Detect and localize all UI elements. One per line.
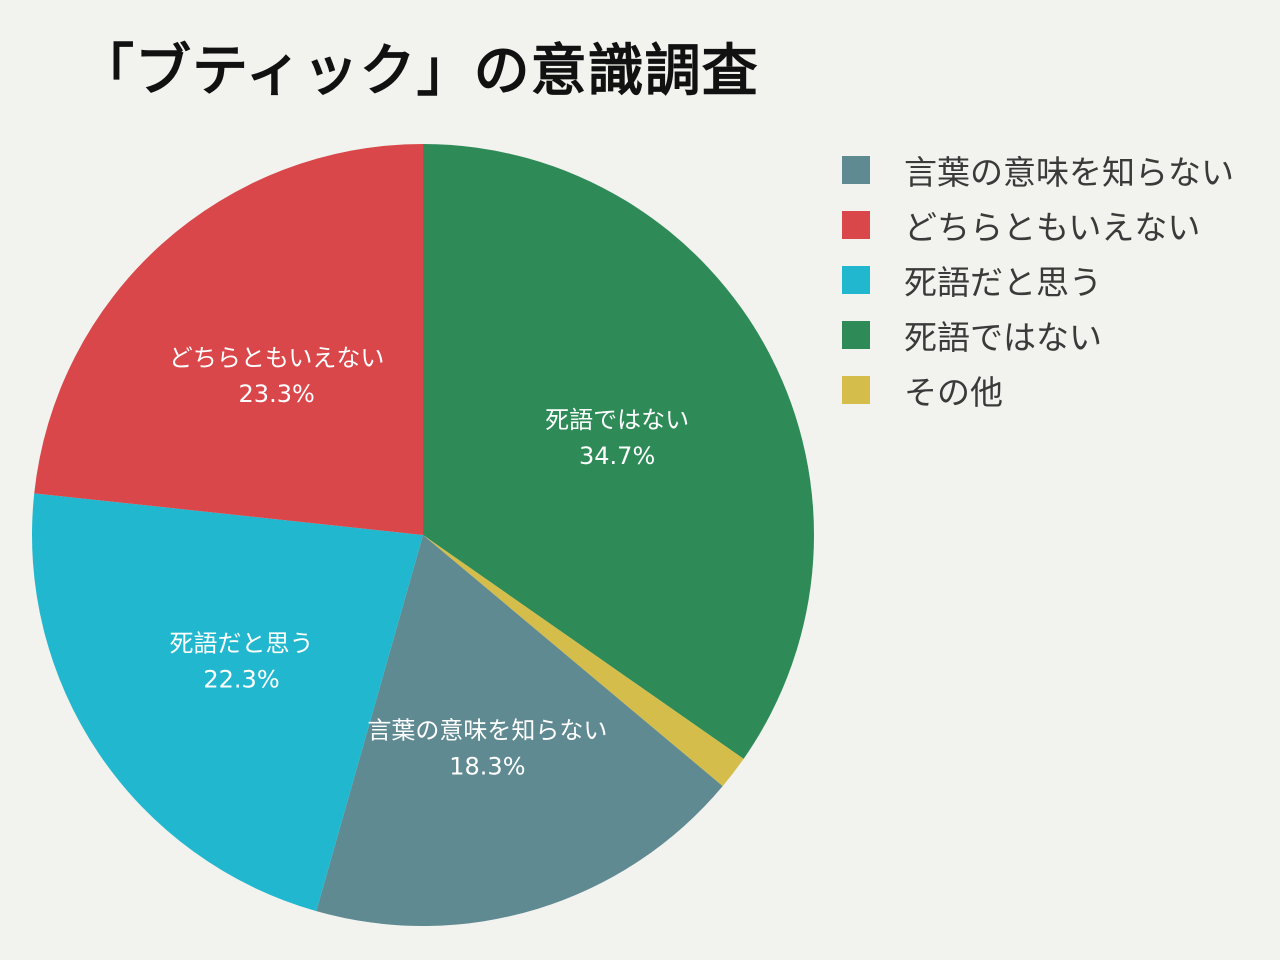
- legend-swatch: [842, 210, 870, 239]
- legend-item: 死語ではない: [842, 307, 1234, 362]
- legend-swatch: [842, 320, 870, 349]
- slice-value-label: 34.7%: [579, 442, 655, 470]
- legend-swatch: [842, 375, 870, 404]
- slice-label: 死語だと思う: [170, 630, 314, 658]
- legend-label: 死語だと思う: [904, 262, 1102, 302]
- legend-item: どちらともいえない: [842, 197, 1234, 252]
- legend-item: 言葉の意味を知らない: [842, 142, 1234, 197]
- pie-slice: [31, 493, 424, 912]
- slice-value-label: 23.3%: [239, 380, 315, 408]
- legend-swatch: [842, 155, 870, 184]
- slice-label: 言葉の意味を知らない: [367, 716, 607, 744]
- pie-slice: [423, 535, 744, 787]
- pie-slice: [316, 535, 723, 926]
- chart-title: 「ブティック」の意識調査: [78, 39, 759, 104]
- slice-value-label: 22.3%: [203, 666, 279, 694]
- legend-label: 言葉の意味を知らない: [904, 152, 1234, 192]
- legend-label: その他: [904, 372, 1003, 412]
- legend: 言葉の意味を知らない どちらともいえない 死語だと思う 死語ではない その他: [842, 142, 1234, 417]
- legend-label: 死語ではない: [904, 317, 1102, 357]
- slice-label: どちらともいえない: [169, 344, 385, 372]
- legend-label: どちらともいえない: [904, 207, 1201, 247]
- legend-swatch: [842, 265, 870, 294]
- pie-slice: [34, 144, 423, 535]
- legend-item: その他: [842, 362, 1234, 417]
- pie-slice: [423, 144, 815, 759]
- slice-value-label: 18.3%: [449, 752, 525, 780]
- slice-label: 死語ではない: [545, 406, 689, 434]
- legend-item: 死語だと思う: [842, 252, 1234, 307]
